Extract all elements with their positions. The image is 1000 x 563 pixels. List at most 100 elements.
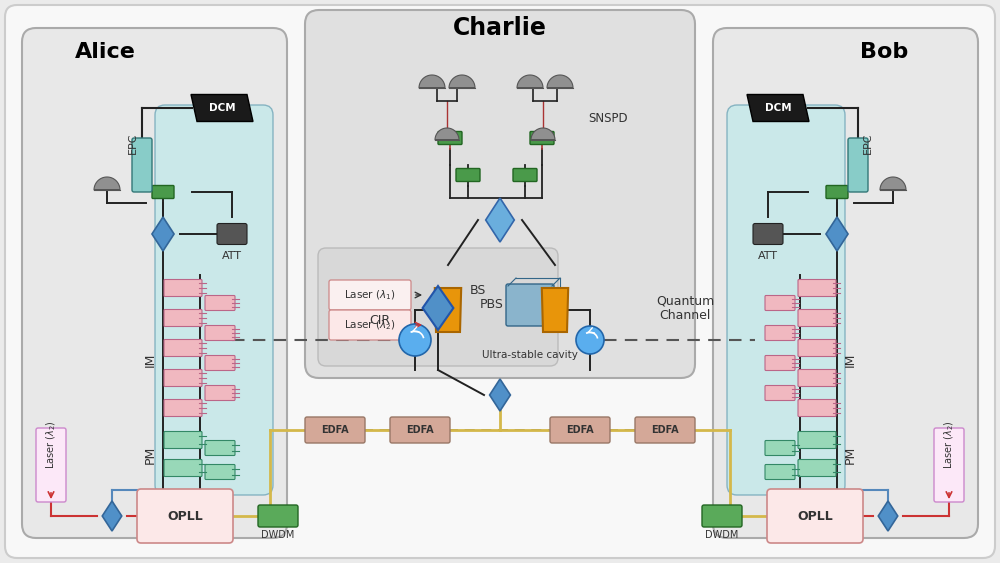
Polygon shape [542,288,568,332]
Polygon shape [435,128,459,140]
FancyBboxPatch shape [765,355,795,370]
FancyBboxPatch shape [506,284,554,326]
Text: DWDM: DWDM [261,530,295,540]
FancyBboxPatch shape [329,280,411,310]
Polygon shape [747,95,809,122]
Polygon shape [517,75,543,88]
FancyBboxPatch shape [164,431,202,449]
FancyBboxPatch shape [155,105,273,495]
Text: BS: BS [470,284,486,297]
FancyBboxPatch shape [205,386,235,400]
Text: Bob: Bob [860,42,908,62]
FancyBboxPatch shape [258,505,298,527]
FancyBboxPatch shape [205,355,235,370]
FancyBboxPatch shape [550,417,610,443]
FancyBboxPatch shape [635,417,695,443]
FancyBboxPatch shape [765,296,795,311]
Text: EDFA: EDFA [321,425,349,435]
Polygon shape [419,75,445,88]
FancyBboxPatch shape [826,185,848,199]
Text: ATT: ATT [758,251,778,261]
Text: DCM: DCM [209,103,235,113]
Polygon shape [423,286,453,330]
Text: Quantum
Channel: Quantum Channel [656,294,714,322]
FancyBboxPatch shape [767,489,863,543]
Polygon shape [486,198,514,242]
Text: IM: IM [144,353,156,367]
Text: ATT: ATT [222,251,242,261]
Polygon shape [191,95,253,122]
FancyBboxPatch shape [765,440,795,455]
FancyBboxPatch shape [318,248,558,366]
Text: Charlie: Charlie [453,16,547,40]
FancyBboxPatch shape [798,369,836,387]
Text: Laser ($\lambda_1$): Laser ($\lambda_1$) [344,288,396,302]
FancyBboxPatch shape [798,459,836,476]
FancyBboxPatch shape [456,168,480,181]
FancyBboxPatch shape [164,279,202,297]
FancyBboxPatch shape [702,505,742,527]
FancyBboxPatch shape [164,400,202,417]
Text: PM: PM [844,446,856,464]
FancyBboxPatch shape [205,464,235,480]
Text: DWDM: DWDM [705,530,739,540]
FancyBboxPatch shape [765,325,795,341]
FancyBboxPatch shape [205,440,235,455]
Text: EPC: EPC [863,132,873,154]
FancyBboxPatch shape [727,105,845,495]
FancyBboxPatch shape [164,459,202,476]
FancyBboxPatch shape [798,339,836,356]
FancyBboxPatch shape [305,10,695,378]
FancyBboxPatch shape [205,325,235,341]
Text: PM: PM [144,446,156,464]
FancyBboxPatch shape [22,28,287,538]
FancyBboxPatch shape [438,132,462,145]
FancyBboxPatch shape [798,431,836,449]
FancyBboxPatch shape [798,279,836,297]
FancyBboxPatch shape [765,386,795,400]
Polygon shape [490,379,510,411]
FancyBboxPatch shape [798,310,836,327]
FancyBboxPatch shape [137,489,233,543]
Text: CIR: CIR [369,314,390,327]
Polygon shape [102,501,122,531]
FancyBboxPatch shape [305,417,365,443]
Circle shape [399,324,431,356]
Text: EDFA: EDFA [566,425,594,435]
FancyBboxPatch shape [934,428,964,502]
FancyBboxPatch shape [152,185,174,199]
FancyBboxPatch shape [798,400,836,417]
FancyBboxPatch shape [390,417,450,443]
Polygon shape [449,75,475,88]
FancyBboxPatch shape [132,138,152,192]
FancyBboxPatch shape [329,310,411,340]
Polygon shape [531,128,555,140]
Polygon shape [880,177,906,190]
FancyBboxPatch shape [205,296,235,311]
Text: OPLL: OPLL [167,510,203,522]
Polygon shape [547,75,573,88]
FancyBboxPatch shape [713,28,978,538]
FancyBboxPatch shape [5,5,995,558]
Polygon shape [878,501,898,531]
FancyBboxPatch shape [848,138,868,192]
Text: IM: IM [844,353,856,367]
Text: SNSPD: SNSPD [588,111,628,124]
FancyBboxPatch shape [530,132,554,145]
Polygon shape [94,177,120,190]
Polygon shape [826,217,848,251]
FancyBboxPatch shape [164,310,202,327]
Circle shape [576,326,604,354]
Text: Ultra-stable cavity: Ultra-stable cavity [482,350,578,360]
FancyBboxPatch shape [217,224,247,244]
FancyBboxPatch shape [765,464,795,480]
Text: EDFA: EDFA [406,425,434,435]
Text: Laser ($\lambda_2$): Laser ($\lambda_2$) [942,421,956,470]
Polygon shape [152,217,174,251]
Text: Alice: Alice [75,42,136,62]
FancyBboxPatch shape [164,369,202,387]
Text: DCM: DCM [765,103,791,113]
FancyBboxPatch shape [164,339,202,356]
Polygon shape [435,288,461,332]
FancyBboxPatch shape [513,168,537,181]
